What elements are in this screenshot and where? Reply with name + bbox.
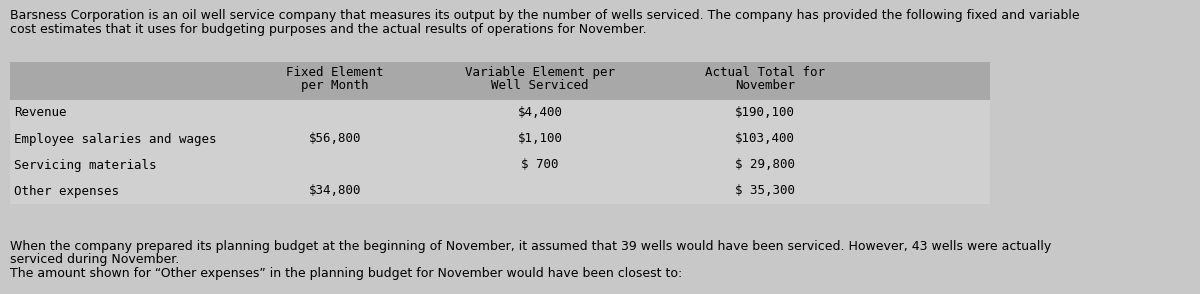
Text: $ 29,800: $ 29,800: [734, 158, 796, 171]
Text: The amount shown for “Other expenses” in the planning budget for November would : The amount shown for “Other expenses” in…: [10, 267, 683, 280]
Text: Well Serviced: Well Serviced: [491, 79, 589, 92]
Text: $ 35,300: $ 35,300: [734, 185, 796, 198]
Text: $103,400: $103,400: [734, 133, 796, 146]
Bar: [10, 62, 990, 100]
Text: Variable Element per: Variable Element per: [466, 66, 616, 79]
Text: per Month: per Month: [301, 79, 368, 92]
Text: $ 700: $ 700: [521, 158, 559, 171]
Text: $34,800: $34,800: [308, 185, 361, 198]
Text: Fixed Element: Fixed Element: [287, 66, 384, 79]
Text: November: November: [734, 79, 796, 92]
Text: $1,100: $1,100: [517, 133, 563, 146]
Text: Servicing materials: Servicing materials: [14, 158, 156, 171]
Text: serviced during November.: serviced during November.: [10, 253, 179, 266]
Text: $4,400: $4,400: [517, 106, 563, 119]
Text: Revenue: Revenue: [14, 106, 66, 119]
Text: Employee salaries and wages: Employee salaries and wages: [14, 133, 216, 146]
Text: $190,100: $190,100: [734, 106, 796, 119]
Text: When the company prepared its planning budget at the beginning of November, it a: When the company prepared its planning b…: [10, 240, 1051, 253]
Text: cost estimates that it uses for budgeting purposes and the actual results of ope: cost estimates that it uses for budgetin…: [10, 23, 647, 36]
Bar: [10, 62, 990, 204]
Text: Barsness Corporation is an oil well service company that measures its output by : Barsness Corporation is an oil well serv…: [10, 9, 1080, 22]
Text: Actual Total for: Actual Total for: [706, 66, 826, 79]
Text: Other expenses: Other expenses: [14, 185, 119, 198]
Text: $56,800: $56,800: [308, 133, 361, 146]
